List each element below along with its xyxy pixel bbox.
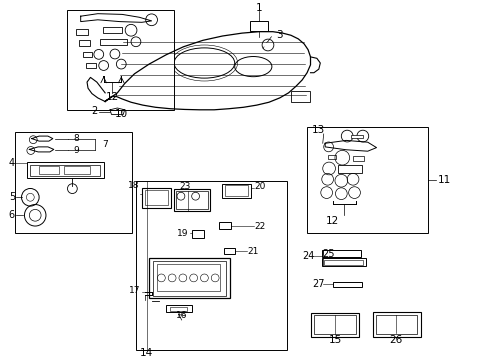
Bar [222,184,250,198]
Bar [15,132,132,233]
Bar [142,188,171,208]
Text: 9: 9 [73,146,79,155]
Text: 27: 27 [311,279,324,289]
Text: 12: 12 [325,216,339,226]
Bar [310,313,359,337]
Bar [149,258,229,298]
Bar [63,166,90,174]
Ellipse shape [174,48,234,78]
Bar [191,230,203,238]
Bar [39,166,59,174]
Text: 25: 25 [322,249,335,259]
Text: 18: 18 [127,181,139,190]
Text: 20: 20 [254,182,265,191]
Text: 23: 23 [179,182,190,191]
Text: 16: 16 [176,310,187,320]
Bar [100,39,127,45]
Bar [306,127,427,233]
Bar [332,282,361,287]
Text: 17: 17 [129,287,141,295]
Text: 15: 15 [327,335,341,345]
Circle shape [26,193,34,201]
Text: 11: 11 [437,175,450,185]
Bar [350,135,363,138]
Bar [27,162,104,178]
Text: 24: 24 [302,251,314,261]
Text: 7: 7 [102,140,108,149]
Bar [102,27,122,33]
Bar [170,307,187,311]
Text: 8: 8 [73,135,79,144]
Bar [224,185,248,196]
Bar [338,165,361,173]
Bar [375,315,416,334]
Bar [323,260,362,265]
Bar [352,156,363,161]
Bar [372,312,420,337]
Text: 3: 3 [276,30,283,40]
Bar [79,40,90,46]
Bar [290,91,309,102]
Text: 21: 21 [246,247,258,256]
Text: 14: 14 [139,348,152,358]
Text: 10: 10 [115,109,127,120]
Bar [136,181,286,350]
Text: 19: 19 [176,229,188,238]
Text: 1: 1 [255,3,262,13]
Text: 6: 6 [9,210,15,220]
Text: 2: 2 [91,106,98,116]
Text: 26: 26 [388,335,402,345]
Bar [313,315,355,334]
Bar [30,165,100,176]
Bar [173,189,210,211]
Bar [76,29,88,35]
Bar [83,52,92,57]
Text: 12: 12 [105,92,119,102]
Bar [166,305,191,312]
Text: 4: 4 [9,158,15,168]
Bar [250,21,267,31]
Bar [327,155,336,159]
Bar [176,191,207,209]
Bar [144,190,168,205]
Bar [321,258,365,266]
Bar [157,264,220,291]
Bar [219,222,231,229]
Bar [321,250,360,257]
Ellipse shape [234,57,271,77]
Bar [224,248,234,254]
Text: 22: 22 [254,222,265,231]
Bar [86,63,96,68]
Text: 13: 13 [311,125,325,135]
Text: 5: 5 [9,192,15,202]
Bar [67,10,174,110]
Bar [152,261,225,296]
